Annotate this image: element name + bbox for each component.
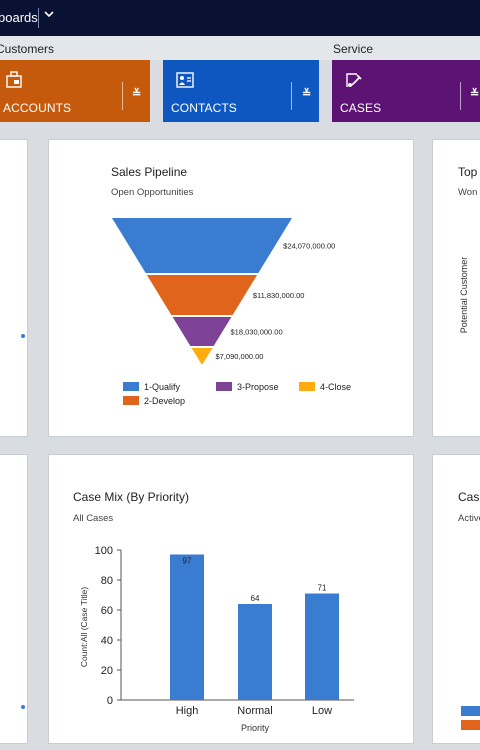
divider [38,8,39,28]
tile-label-cases: CASES [340,101,382,115]
tile-accounts[interactable]: ACCOUNTS ≚ [0,60,150,122]
divider [291,82,292,110]
y-tick-label: 100 [95,545,113,557]
contacts-icon [175,70,195,90]
legend-swatch [461,706,480,716]
expand-icon[interactable]: ≚ [132,88,142,100]
y-tick-label: 60 [101,605,113,617]
tile-contacts[interactable]: CONTACTS ≚ [163,60,319,122]
data-label: $24,070,000.00 [283,242,335,251]
funnel-segment [112,218,292,273]
chart-subtitle: Won [458,187,478,198]
dashboard-title[interactable]: boards [0,10,38,25]
data-label: $7,090,000.00 [216,352,264,361]
top-navigation-bar: boards [0,0,480,36]
funnel-segment [172,317,232,346]
cases-by-status-card[interactable]: Case Active [432,454,480,744]
y-axis-label: Potential Customer [459,256,469,334]
x-axis-label: Priority [241,723,270,733]
legend-swatch [123,382,139,391]
legend-swatch [216,382,232,391]
chart-marker [21,705,25,709]
chart-subtitle: All Cases [73,513,114,524]
chevron-down-icon[interactable] [44,8,54,22]
left-chart-card-bottom [0,454,28,744]
top-customers-card[interactable]: Top Won Potential Customer [432,139,480,437]
legend-swatch [123,396,139,405]
tile-cases[interactable]: CASES ≚ [332,60,480,122]
data-label: 64 [251,594,260,603]
data-label: $18,030,000.00 [231,328,283,337]
y-tick-label: 80 [101,575,113,587]
legend-label: 4-Close [320,382,351,392]
x-tick-label: Low [312,705,332,717]
funnel-chart: $24,070,000.00 $11,830,000.00 $18,030,000.… [112,218,351,406]
data-label: 71 [318,584,327,593]
legend-swatch [461,720,480,730]
chart-marker [21,334,25,338]
chart-title: Case Mix (By Priority) [73,490,190,504]
y-tick-label: 20 [101,665,113,677]
divider [460,82,461,110]
expand-icon[interactable]: ≚ [302,88,312,100]
y-tick-label: 40 [101,635,113,647]
case-mix-card[interactable]: Case Mix (By Priority) All Cases 0 20 40 60… [48,454,414,744]
bar [170,554,204,700]
y-axis-label: Count:All (Case Title) [79,587,89,667]
tile-label-accounts: ACCOUNTS [3,101,72,115]
chart-subtitle: Open Opportunities [111,187,194,198]
divider [122,82,123,110]
group-label-bar: Customers Service [0,36,480,60]
group-label-customers: Customers [0,42,55,56]
data-label: 97 [183,557,192,566]
cases-icon [344,70,364,90]
chart-subtitle: Active [458,513,480,524]
chart-title: Sales Pipeline [111,165,188,179]
left-chart-card-top [0,139,28,437]
chart-title: Top [458,165,478,179]
bar-chart: 0 20 40 60 80 100 97 High 64 Normal 71 Low Priority C… [79,545,354,733]
expand-icon[interactable]: ≚ [470,88,480,100]
bar [305,593,339,700]
legend-label: 2-Develop [144,396,185,406]
sales-pipeline-card[interactable]: Sales Pipeline Open Opportunities $24,07… [48,139,414,437]
funnel-segment [146,275,258,315]
data-label: $11,830,000.00 [253,291,305,300]
tile-label-contacts: CONTACTS [171,101,237,115]
accounts-icon [4,70,24,90]
x-tick-label: High [176,705,199,717]
funnel-segment [191,348,213,364]
legend-label: 3-Propose [237,382,279,392]
chart-title: Case [458,490,480,504]
y-tick-label: 0 [107,695,113,707]
x-tick-label: Normal [237,705,272,717]
group-label-service: Service [333,42,374,56]
legend-label: 1-Qualify [144,382,181,392]
legend-swatch [299,382,315,391]
bar [238,604,272,700]
